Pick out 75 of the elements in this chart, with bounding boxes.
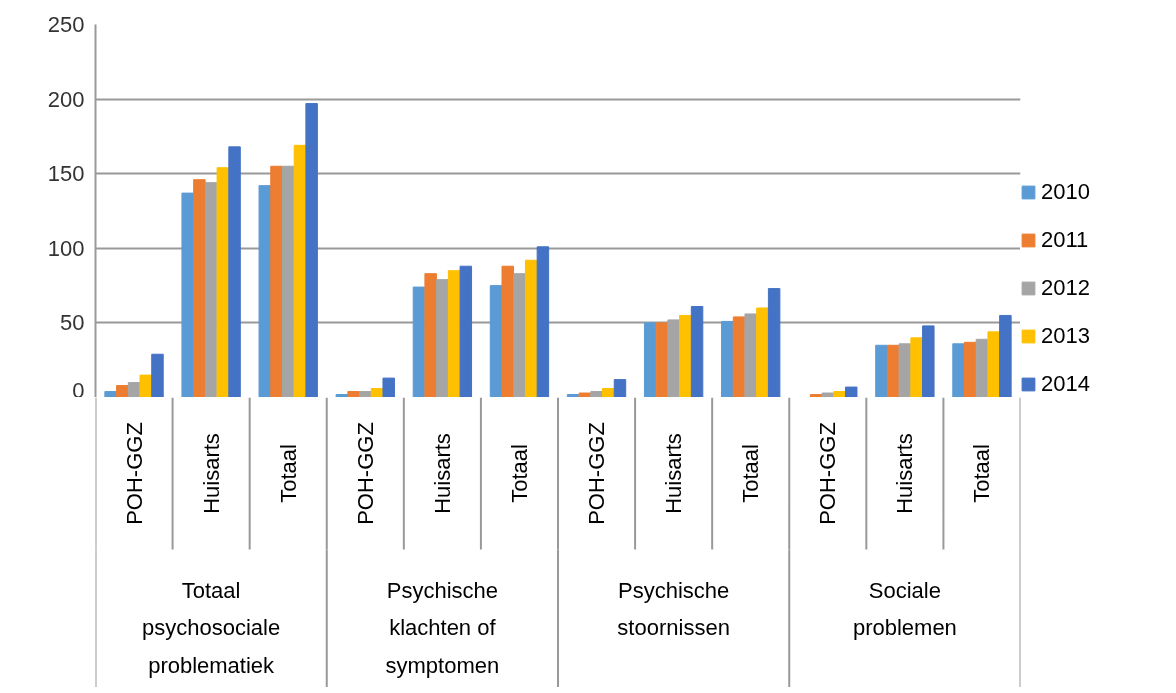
text: Sociale problemen: [852, 577, 957, 640]
x-tick-label: Totaal: [275, 444, 301, 503]
bar: [216, 167, 230, 397]
bar: [566, 394, 580, 397]
bar: [193, 179, 206, 397]
legend-label: 2012: [1041, 275, 1090, 301]
x-tick-label: POH-GGZ: [352, 422, 378, 525]
bar: [809, 394, 823, 397]
bar: [721, 320, 734, 397]
bar: [679, 314, 692, 397]
bar: [382, 377, 395, 397]
bar: [524, 259, 538, 397]
bar: [513, 273, 526, 397]
x-tick-label: Huisarts: [198, 433, 224, 514]
bar: [139, 374, 152, 397]
x-tick-label: POH-GGZ: [815, 422, 841, 525]
x-tick-label: Totaal: [969, 444, 995, 503]
x-tick-label: Totaal: [506, 444, 532, 503]
bar: [821, 392, 835, 397]
bar: [536, 246, 550, 397]
bar: [151, 353, 164, 397]
x-tick-label: Totaal: [738, 444, 764, 503]
x-tick-label: Huisarts: [892, 433, 918, 514]
bar: [501, 265, 514, 397]
bar: [347, 391, 360, 397]
bar: [459, 265, 473, 397]
bar: [767, 288, 781, 397]
bar: [578, 392, 592, 397]
bar: [335, 394, 349, 397]
text: Psychische stoornissen: [617, 577, 730, 640]
y-tick-label: 0: [72, 377, 85, 403]
y-tick-label: 100: [47, 235, 85, 261]
bar: [833, 391, 846, 397]
bar: [744, 313, 757, 397]
bar: [590, 391, 603, 397]
bar: [228, 146, 241, 397]
bar: [756, 307, 769, 397]
bar: [643, 322, 657, 397]
bar: [281, 165, 295, 397]
text: Totaal psychosociale problematiek: [142, 577, 281, 678]
bar: [910, 337, 923, 397]
bar: [181, 192, 194, 397]
bar: [898, 343, 912, 397]
legend-label: 2010: [1041, 179, 1090, 205]
x-tick-label: POH-GGZ: [584, 422, 610, 525]
bar: [104, 391, 117, 397]
bar: [613, 379, 627, 397]
y-tick-label: 250: [47, 12, 85, 37]
text: Psychische klachten of symptomen: [385, 577, 500, 678]
bar: [964, 341, 977, 397]
bar: [116, 385, 129, 397]
bar: [258, 185, 272, 397]
y-tick-label: 200: [47, 86, 85, 112]
bar: [359, 391, 372, 397]
bar: [690, 305, 704, 397]
bar: [999, 314, 1012, 397]
legend-label: 2014: [1041, 371, 1090, 397]
bar: [436, 279, 449, 397]
bar: [952, 343, 965, 397]
bar: [667, 319, 680, 397]
bar: [305, 103, 318, 397]
bar: [602, 388, 615, 397]
bar: [844, 386, 858, 397]
bar: [987, 331, 1000, 397]
bar: [922, 325, 935, 397]
y-tick-label: 150: [47, 161, 85, 187]
bar: [875, 344, 888, 397]
legend-label: 2011: [1041, 227, 1089, 253]
y-tick-label: 50: [60, 310, 85, 336]
x-tick-label: Huisarts: [429, 433, 455, 514]
x-tick-label: Huisarts: [661, 433, 687, 514]
bar: [424, 273, 437, 397]
x-tick-label: POH-GGZ: [121, 422, 147, 525]
legend-label: 2013: [1041, 323, 1090, 349]
bar: [270, 165, 283, 397]
